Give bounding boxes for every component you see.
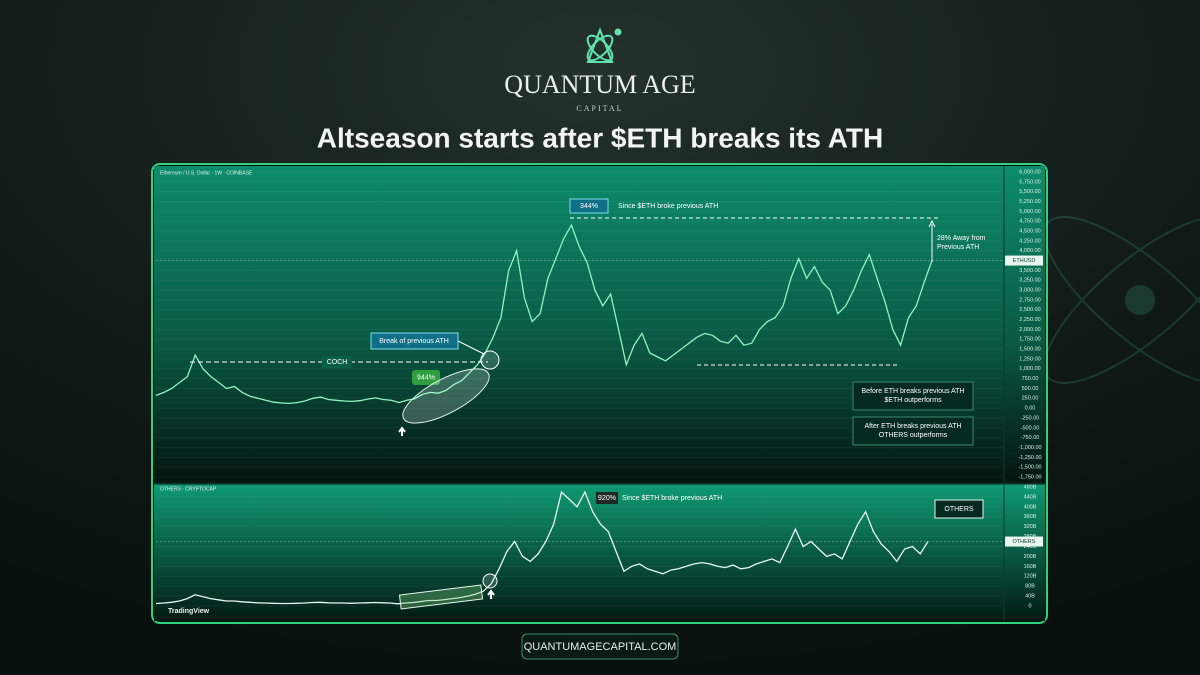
pane-bottom [154, 484, 1045, 621]
gain-label: 920% [598, 495, 616, 502]
marker [487, 589, 495, 599]
y-tick-label: 5,750.00 [1019, 179, 1040, 185]
y-tick-label: 1,750.00 [1019, 337, 1040, 343]
y-tick-label: 3,500.00 [1019, 268, 1040, 274]
highlight [402, 368, 490, 424]
series-name: ETHUSD [1013, 258, 1036, 264]
break-circle [482, 573, 498, 589]
y-tick-label: 80B [1025, 584, 1035, 590]
series-name: OTHERS [1013, 539, 1036, 545]
y-tick-label: 4,750.00 [1019, 219, 1040, 225]
y-tick-label: 360B [1024, 514, 1037, 520]
break-circle [480, 350, 500, 370]
chart-title: OTHERS · CRYPTOCAP [160, 486, 217, 492]
y-tick-label: 440B [1024, 494, 1037, 500]
marker [398, 426, 406, 436]
y-tick-label: -1,500.00 [1018, 465, 1041, 471]
y-tick-label: 320B [1024, 524, 1037, 530]
y-tick-label: -1,000.00 [1018, 445, 1041, 451]
y-tick-label: 6,000.00 [1019, 169, 1040, 175]
highlight [398, 584, 484, 610]
coch-label: COCH [327, 359, 348, 366]
y-tick-label: 4,250.00 [1019, 238, 1040, 244]
y-tick-label: 200B [1024, 554, 1037, 560]
away-label: 28% Away from [937, 235, 986, 242]
y-tick-label: 2,750.00 [1019, 297, 1040, 303]
url-pill [521, 633, 679, 660]
y-tick-label: 750.00 [1022, 376, 1039, 382]
headline: Altseason starts after $ETH breaks its A… [317, 122, 883, 153]
price-tag [1005, 536, 1043, 547]
y-tick-label: 0.00 [1025, 406, 1036, 412]
series-line [155, 223, 933, 405]
y-tick-label: 500.00 [1022, 386, 1039, 392]
y-tick-label: 0 [1028, 603, 1031, 609]
y-tick-label: 1,500.00 [1019, 347, 1040, 353]
y-tick-label: -1,750.00 [1018, 474, 1041, 480]
y-tick-label: 120B [1024, 574, 1037, 580]
connector [457, 340, 485, 355]
y-tick-label: 250.00 [1022, 396, 1039, 402]
y-tick-label: 1,000.00 [1019, 366, 1040, 372]
arrow-head [928, 219, 936, 228]
decor-orbits [1043, 216, 1200, 384]
series-line [155, 490, 929, 605]
y-tick-label: 480B [1024, 484, 1037, 490]
y-tick-label: 2,000.00 [1019, 327, 1040, 333]
break-label: Break of previous ATH [379, 338, 449, 345]
others-box [934, 499, 984, 519]
note-box [852, 416, 974, 446]
brand-sub: CAPITAL [576, 104, 623, 113]
annotations-top: 344% Since $ETH broke previous ATH 28% A… [190, 198, 986, 446]
chart-title: Ethereum / U.S. Dollar · 1W · COINBASE [160, 170, 253, 176]
coch-bg [322, 356, 352, 368]
url: QUANTUMAGECAPITAL.COM [524, 641, 677, 653]
brand: QUANTUM AGE [504, 70, 695, 99]
break-tag [370, 332, 459, 350]
y-tick-label: 4,000.00 [1019, 248, 1040, 254]
gain-label: 344% [580, 203, 598, 210]
gain-pre-label: 944% [417, 374, 435, 381]
since-label: Since $ETH broke previous ATH [618, 203, 718, 210]
note-text: Before ETH breaks previous ATH [862, 388, 965, 395]
platform-label: TradingView [168, 608, 210, 615]
annotations-bottom: 920% Since $ETH broke previous ATH OTHER… [168, 492, 984, 615]
y-tick-label: 2,500.00 [1019, 307, 1040, 313]
y-tick-label: 1,250.00 [1019, 356, 1040, 362]
gain-tag [569, 198, 609, 214]
y-tick-label: -750.00 [1021, 435, 1040, 441]
logo [586, 27, 622, 63]
y-tick-label: -250.00 [1021, 415, 1040, 421]
y-tick-label: 4,500.00 [1019, 228, 1040, 234]
y-tick-label: 160B [1024, 564, 1037, 570]
note-text: OTHERS outperforms [879, 432, 948, 439]
y-tick-label: 3,000.00 [1019, 288, 1040, 294]
y-tick-label: 5,000.00 [1019, 209, 1040, 215]
others-label: OTHERS [944, 506, 974, 513]
note-box [852, 381, 974, 411]
y-tick-label: -500.00 [1021, 425, 1040, 431]
gain-tag [596, 492, 618, 504]
note-text: $ETH outperforms [884, 397, 942, 404]
y-tick-label: 5,250.00 [1019, 199, 1040, 205]
since-label: Since $ETH broke previous ATH [622, 495, 722, 502]
y-tick-label: 240B [1024, 544, 1037, 550]
y-tick-label: 40B [1025, 594, 1035, 600]
y-tick-label: 5,500.00 [1019, 189, 1040, 195]
price-tag [1005, 255, 1043, 266]
gain-pre-tag [412, 370, 440, 385]
y-tick-label: -1,250.00 [1018, 455, 1041, 461]
y-tick-label: 400B [1024, 504, 1037, 510]
y-tick-label: 2,250.00 [1019, 317, 1040, 323]
y-tick-label: 3,250.00 [1019, 278, 1040, 284]
away-label: Previous ATH [937, 244, 979, 251]
note-text: After ETH breaks previous ATH [864, 423, 961, 430]
